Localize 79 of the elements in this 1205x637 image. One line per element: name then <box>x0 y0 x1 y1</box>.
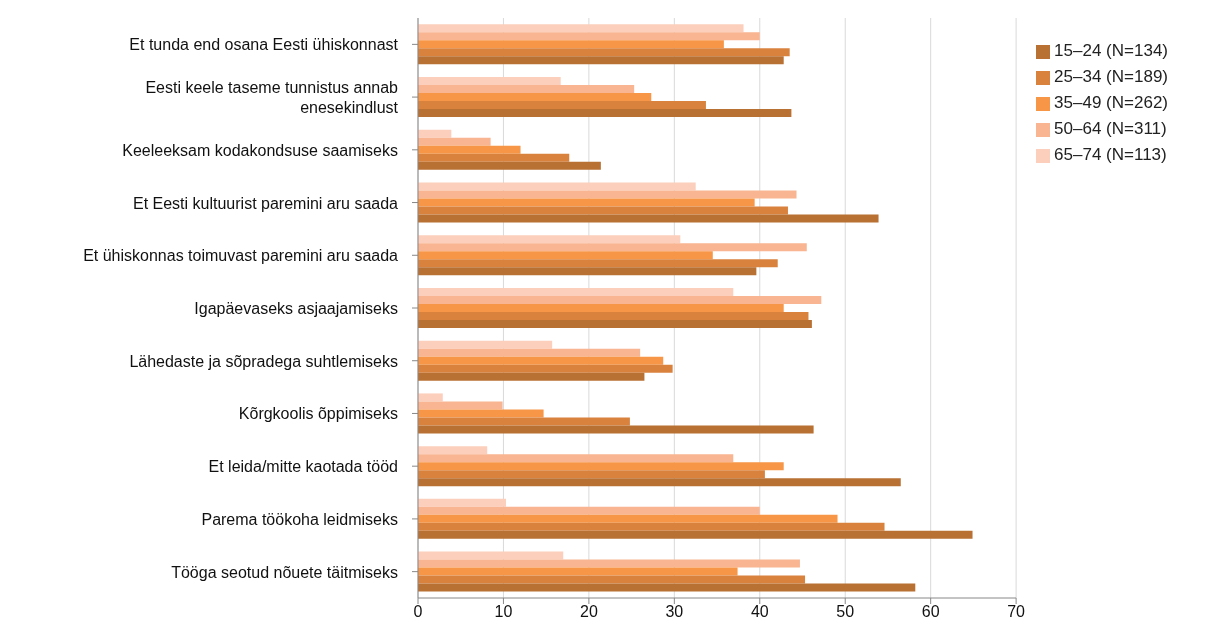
bar <box>418 530 973 539</box>
bar <box>418 287 734 296</box>
bar <box>418 190 797 199</box>
bar <box>418 319 812 328</box>
y-tick-label: Parema töökoha leidmiseks <box>201 510 398 528</box>
bar <box>418 24 744 33</box>
bar <box>418 32 760 41</box>
legend-label: 65–74 (N=113) <box>1054 145 1167 164</box>
bar <box>418 267 757 276</box>
bar <box>418 40 724 49</box>
bar <box>418 109 792 118</box>
y-tick-label: Keeleeksam kodakondsuse saamiseks <box>122 141 398 159</box>
bar <box>418 129 452 138</box>
bar <box>418 137 491 146</box>
bar <box>418 295 822 304</box>
bar <box>418 522 885 531</box>
x-tick-label: 60 <box>921 603 940 621</box>
y-tick-label: Lähedaste ja sõpradega suhtlemiseks <box>129 352 398 370</box>
bar <box>418 454 734 463</box>
x-tick-label: 50 <box>836 603 855 621</box>
bar <box>418 93 652 102</box>
y-tick-label: Et ühiskonnas toimuvast paremini aru saada <box>83 246 399 264</box>
bar <box>418 364 673 373</box>
y-tick-label: Et Eesti kultuurist paremini aru saada <box>132 194 399 212</box>
bar <box>418 348 641 357</box>
bar <box>418 145 521 154</box>
bar <box>418 259 778 268</box>
y-tick-label: Kõrgkoolis õppimiseks <box>238 404 398 422</box>
bar <box>418 214 879 223</box>
bar <box>418 198 755 207</box>
bar <box>418 583 916 592</box>
y-tick-label: Et tunda end osana Eesti ühiskonnast <box>129 35 399 53</box>
bar <box>418 101 706 110</box>
bar <box>418 575 806 584</box>
bar <box>418 153 570 162</box>
legend-label: 35–49 (N=262) <box>1054 93 1168 112</box>
x-tick-label: 10 <box>494 603 513 621</box>
x-tick-label: 20 <box>579 603 598 621</box>
x-tick-label: 70 <box>1007 603 1026 621</box>
bar <box>418 401 503 410</box>
x-tick-label: 40 <box>750 603 769 621</box>
bar <box>418 251 713 260</box>
bar <box>418 56 784 65</box>
bar <box>418 340 553 349</box>
bar <box>418 161 601 170</box>
bar <box>418 417 630 426</box>
bar <box>418 498 507 507</box>
y-tick-label: Eesti keele taseme tunnistus annab enesekindlust <box>145 78 399 116</box>
y-tick-label: Et leida/mitte kaotada tööd <box>208 457 398 475</box>
bar <box>418 182 696 191</box>
bar <box>418 372 645 381</box>
bar <box>418 506 760 515</box>
bar <box>418 356 664 365</box>
bar <box>418 478 901 487</box>
bar <box>418 551 564 560</box>
bar <box>418 514 838 523</box>
y-tick-label: Igapäevaseks asjaajamiseks <box>194 299 398 317</box>
legend-label: 50–64 (N=311) <box>1054 119 1167 138</box>
bar <box>418 235 681 244</box>
x-tick-label: 30 <box>665 603 684 621</box>
bar <box>418 48 790 57</box>
legend-label: 25–34 (N=189) <box>1054 67 1168 86</box>
bar <box>418 462 784 471</box>
bar <box>418 425 814 434</box>
bar <box>418 567 738 576</box>
bar <box>418 559 800 568</box>
y-tick-label: Tööga seotud nõuete täitmiseks <box>171 563 398 581</box>
x-tick-label: 0 <box>413 603 423 621</box>
legend-label: 15–24 (N=134) <box>1054 41 1168 60</box>
bar <box>418 243 807 252</box>
bar <box>418 206 788 215</box>
bar <box>418 311 809 320</box>
bar <box>418 303 784 312</box>
bar <box>418 393 443 402</box>
bar <box>418 85 635 94</box>
bar <box>418 77 561 86</box>
bar <box>418 470 765 479</box>
bar <box>418 409 544 418</box>
bar <box>418 446 488 455</box>
